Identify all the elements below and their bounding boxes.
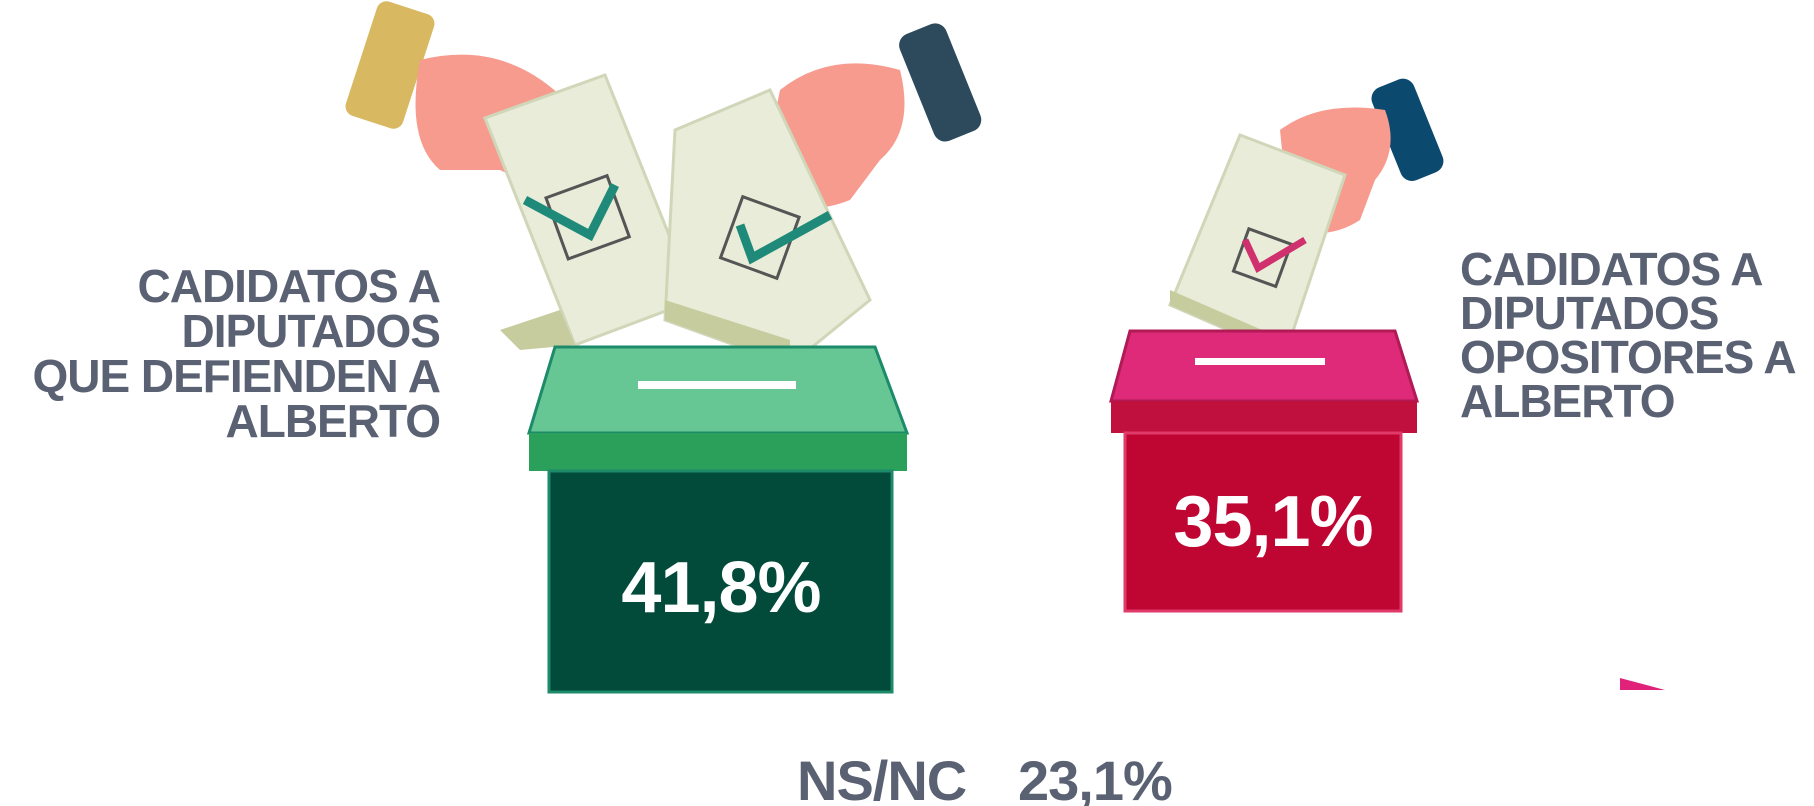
label-line: OPOSITORES A [1460, 331, 1796, 383]
label-line: DIPUTADOS [1460, 287, 1719, 339]
label-line: QUE DEFIENDEN A [32, 350, 440, 402]
right-value: 35,1% [1173, 482, 1372, 562]
label-line: DIPUTADOS [182, 305, 441, 357]
label-line: ALBERTO [226, 395, 441, 447]
other-value: 23,1% [1018, 749, 1172, 806]
left-value: 41,8% [621, 548, 820, 628]
decoration [1620, 678, 1665, 690]
right-ballot [1168, 78, 1444, 358]
label-line: CADIDATOS A [1460, 243, 1763, 295]
other-label: NS/NC [797, 749, 966, 806]
label-line: ALBERTO [1460, 375, 1675, 427]
label-line: CADIDATOS A [138, 260, 441, 312]
green-ballot-box [526, 345, 910, 694]
pink-ballot-box [1109, 329, 1420, 613]
